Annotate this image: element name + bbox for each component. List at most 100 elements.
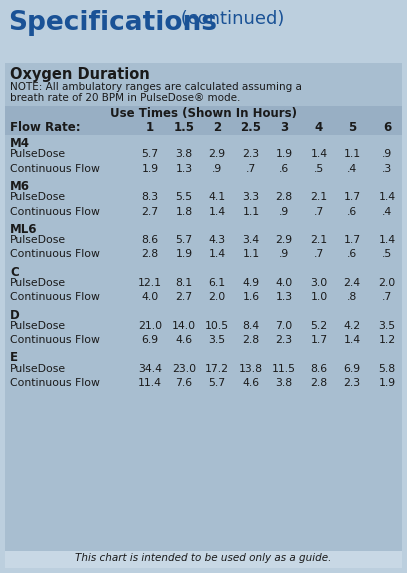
Text: 1: 1 <box>146 121 154 134</box>
Text: Use Times (Shown In Hours): Use Times (Shown In Hours) <box>110 107 297 120</box>
FancyBboxPatch shape <box>5 551 402 568</box>
Text: 1.3: 1.3 <box>276 292 293 303</box>
Text: 2.3: 2.3 <box>276 335 293 346</box>
Text: 2.9: 2.9 <box>276 236 293 245</box>
Text: 1.4: 1.4 <box>379 236 396 245</box>
Text: 1.7: 1.7 <box>344 236 361 245</box>
Text: 1.0: 1.0 <box>311 292 328 303</box>
Text: 1.9: 1.9 <box>142 164 159 174</box>
Text: .7: .7 <box>314 207 324 217</box>
Text: 1.2: 1.2 <box>379 335 396 346</box>
Text: Oxygen Duration: Oxygen Duration <box>10 67 150 82</box>
Text: 3.8: 3.8 <box>175 150 193 159</box>
Text: Continuous Flow: Continuous Flow <box>10 378 100 388</box>
Text: 2.8: 2.8 <box>276 193 293 202</box>
Text: 3.8: 3.8 <box>276 378 293 388</box>
Text: 1.1: 1.1 <box>243 249 260 260</box>
Text: Specifications: Specifications <box>8 10 217 36</box>
Text: Continuous Flow: Continuous Flow <box>10 335 100 346</box>
Text: 6: 6 <box>383 121 391 134</box>
Text: Continuous Flow: Continuous Flow <box>10 249 100 260</box>
Text: 10.5: 10.5 <box>205 321 229 331</box>
Text: 12.1: 12.1 <box>138 278 162 288</box>
Text: 5: 5 <box>348 121 356 134</box>
Text: 3.3: 3.3 <box>243 193 260 202</box>
Text: NOTE: All ambulatory ranges are calculated assuming a: NOTE: All ambulatory ranges are calculat… <box>10 82 302 92</box>
FancyBboxPatch shape <box>5 106 402 120</box>
Text: 1.4: 1.4 <box>379 193 396 202</box>
Text: .9: .9 <box>279 207 289 217</box>
Text: 4.0: 4.0 <box>276 278 293 288</box>
Text: PulseDose: PulseDose <box>10 278 66 288</box>
Text: 4: 4 <box>315 121 323 134</box>
Text: 1.8: 1.8 <box>175 207 193 217</box>
Text: Continuous Flow: Continuous Flow <box>10 164 100 174</box>
Text: 8.6: 8.6 <box>142 236 159 245</box>
Text: breath rate of 20 BPM in PulseDose® mode.: breath rate of 20 BPM in PulseDose® mode… <box>10 93 241 103</box>
Text: .4: .4 <box>382 207 392 217</box>
Text: 2.8: 2.8 <box>142 249 159 260</box>
Text: 2.0: 2.0 <box>379 278 396 288</box>
Text: 13.8: 13.8 <box>239 364 263 374</box>
Text: 1.3: 1.3 <box>175 164 193 174</box>
Text: .6: .6 <box>347 207 357 217</box>
Text: 1.4: 1.4 <box>208 249 225 260</box>
Text: 23.0: 23.0 <box>172 364 196 374</box>
Text: 8.1: 8.1 <box>175 278 193 288</box>
Text: 8.6: 8.6 <box>311 364 328 374</box>
Text: 4.3: 4.3 <box>208 236 225 245</box>
Text: D: D <box>10 309 20 321</box>
Text: PulseDose: PulseDose <box>10 236 66 245</box>
Text: This chart is intended to be used only as a guide.: This chart is intended to be used only a… <box>75 553 332 563</box>
Text: 8.4: 8.4 <box>243 321 260 331</box>
Text: 1.6: 1.6 <box>243 292 260 303</box>
Text: 1.1: 1.1 <box>344 150 361 159</box>
Text: 2.7: 2.7 <box>175 292 193 303</box>
Text: 2.4: 2.4 <box>344 278 361 288</box>
Text: 1.9: 1.9 <box>379 378 396 388</box>
Text: 3: 3 <box>280 121 288 134</box>
Text: .6: .6 <box>347 249 357 260</box>
Text: 2.1: 2.1 <box>311 236 328 245</box>
Text: 2.3: 2.3 <box>344 378 361 388</box>
Text: .7: .7 <box>314 249 324 260</box>
Text: PulseDose: PulseDose <box>10 150 66 159</box>
Text: 7.0: 7.0 <box>276 321 293 331</box>
Text: 14.0: 14.0 <box>172 321 196 331</box>
Text: 5.7: 5.7 <box>142 150 159 159</box>
Text: .6: .6 <box>279 164 289 174</box>
Text: 2.0: 2.0 <box>208 292 225 303</box>
Text: .5: .5 <box>382 249 392 260</box>
Text: 5.5: 5.5 <box>175 193 193 202</box>
Text: 5.8: 5.8 <box>379 364 396 374</box>
Text: 1.5: 1.5 <box>173 121 195 134</box>
Text: 1.4: 1.4 <box>208 207 225 217</box>
Text: (continued): (continued) <box>175 10 284 28</box>
Text: 4.1: 4.1 <box>208 193 225 202</box>
Text: 2: 2 <box>213 121 221 134</box>
Text: 1.9: 1.9 <box>276 150 293 159</box>
Text: .5: .5 <box>314 164 324 174</box>
Text: 2.8: 2.8 <box>311 378 328 388</box>
Text: 21.0: 21.0 <box>138 321 162 331</box>
Text: 4.6: 4.6 <box>243 378 260 388</box>
Text: 6.1: 6.1 <box>208 278 225 288</box>
Text: E: E <box>10 351 18 364</box>
Text: Continuous Flow: Continuous Flow <box>10 207 100 217</box>
Text: 1.4: 1.4 <box>311 150 328 159</box>
Text: .3: .3 <box>382 164 392 174</box>
FancyBboxPatch shape <box>5 120 402 135</box>
Text: 6.9: 6.9 <box>344 364 361 374</box>
Text: 3.4: 3.4 <box>243 236 260 245</box>
Text: .7: .7 <box>382 292 392 303</box>
Text: 2.5: 2.5 <box>241 121 262 134</box>
Text: 7.6: 7.6 <box>175 378 193 388</box>
Text: Continuous Flow: Continuous Flow <box>10 292 100 303</box>
Text: 17.2: 17.2 <box>205 364 229 374</box>
Text: 1.7: 1.7 <box>344 193 361 202</box>
Text: 4.6: 4.6 <box>175 335 193 346</box>
Text: 5.2: 5.2 <box>311 321 328 331</box>
Text: 3.0: 3.0 <box>311 278 328 288</box>
Text: .9: .9 <box>382 150 392 159</box>
Text: .9: .9 <box>279 249 289 260</box>
